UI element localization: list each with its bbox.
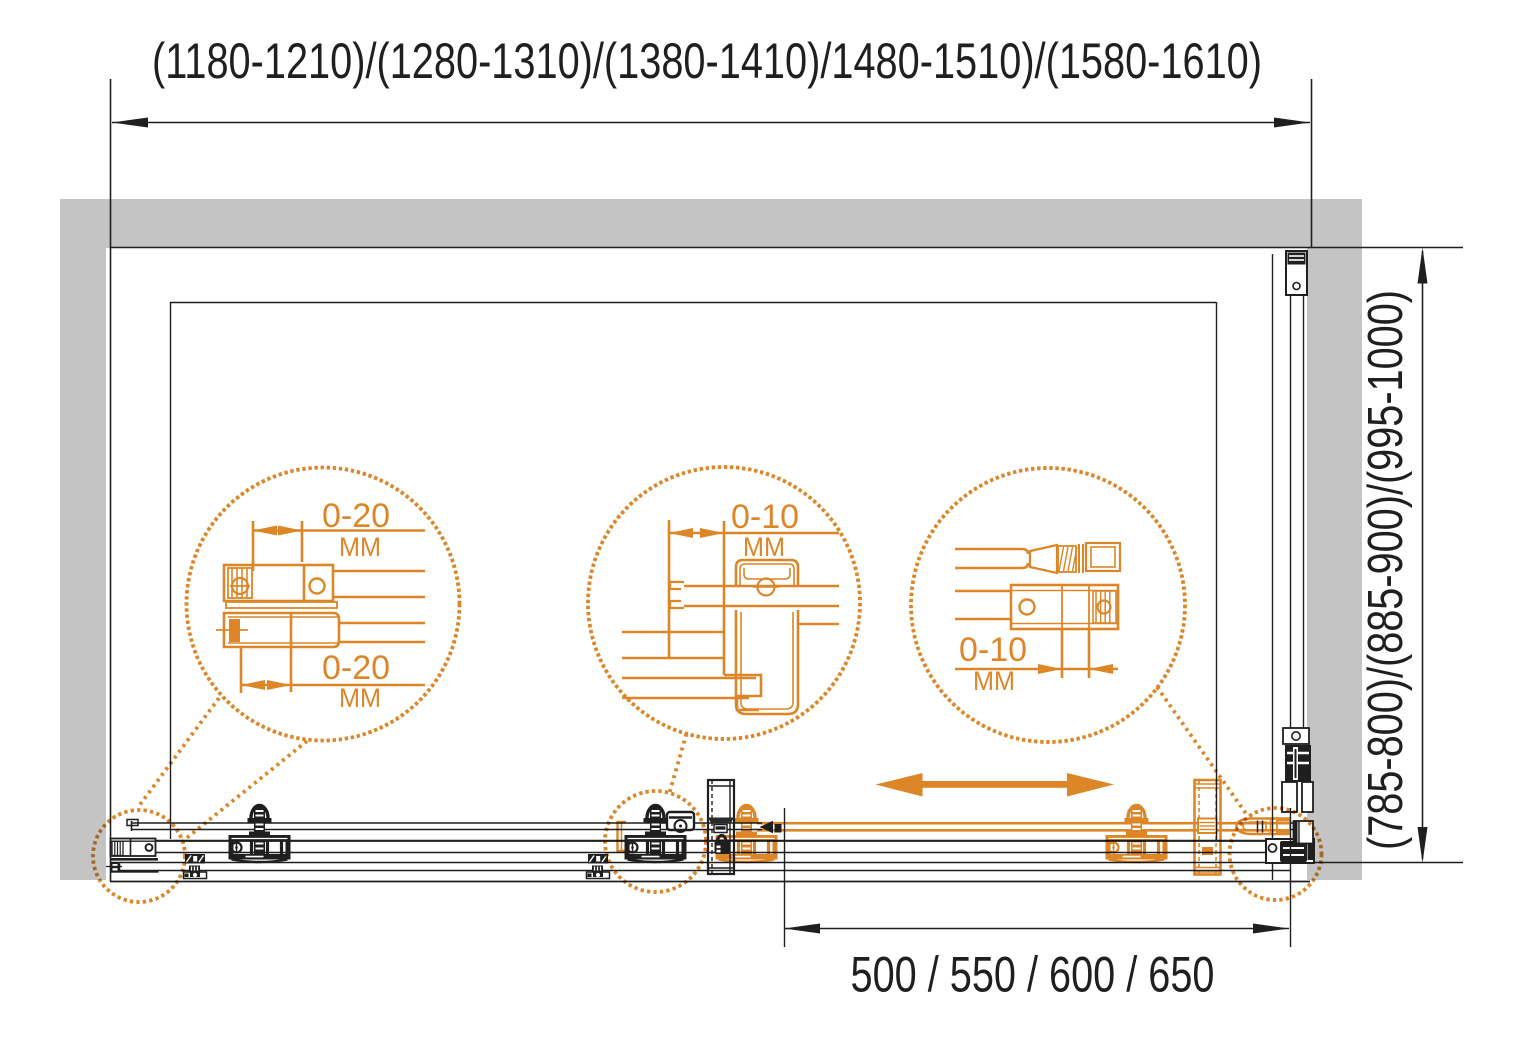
svg-text:(1180-1210)/(1280-1310)/(1380-: (1180-1210)/(1280-1310)/(1380-1410)/1480… [152, 32, 1262, 89]
svg-text:0-10: 0-10 [959, 631, 1027, 669]
svg-text:MM: MM [339, 532, 381, 562]
svg-text:MM: MM [973, 666, 1015, 696]
svg-text:MM: MM [743, 532, 785, 562]
svg-text:0-20: 0-20 [322, 649, 390, 687]
svg-text:(785-800)/(885-900)/(995-1000): (785-800)/(885-900)/(995-1000) [1359, 290, 1413, 850]
svg-text:0-20: 0-20 [322, 497, 390, 535]
svg-text:MM: MM [339, 683, 381, 713]
svg-text:500 / 550 / 600 / 650: 500 / 550 / 600 / 650 [851, 946, 1215, 1003]
svg-text:0-10: 0-10 [731, 498, 799, 536]
